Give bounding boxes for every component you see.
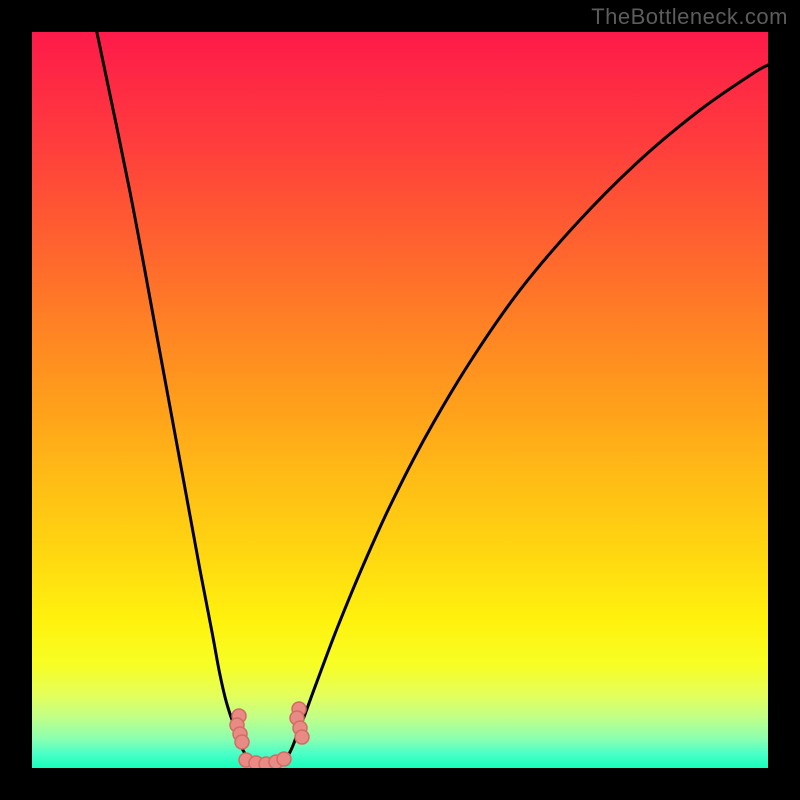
marker-dot <box>295 730 309 744</box>
marker-dot <box>277 752 291 766</box>
curve-path <box>96 32 768 765</box>
watermark-text: TheBottleneck.com <box>591 4 788 30</box>
chart-container: TheBottleneck.com <box>0 0 800 800</box>
plot-frame <box>32 32 768 768</box>
marker-dot <box>235 735 249 749</box>
bottleneck-curve <box>32 32 768 768</box>
